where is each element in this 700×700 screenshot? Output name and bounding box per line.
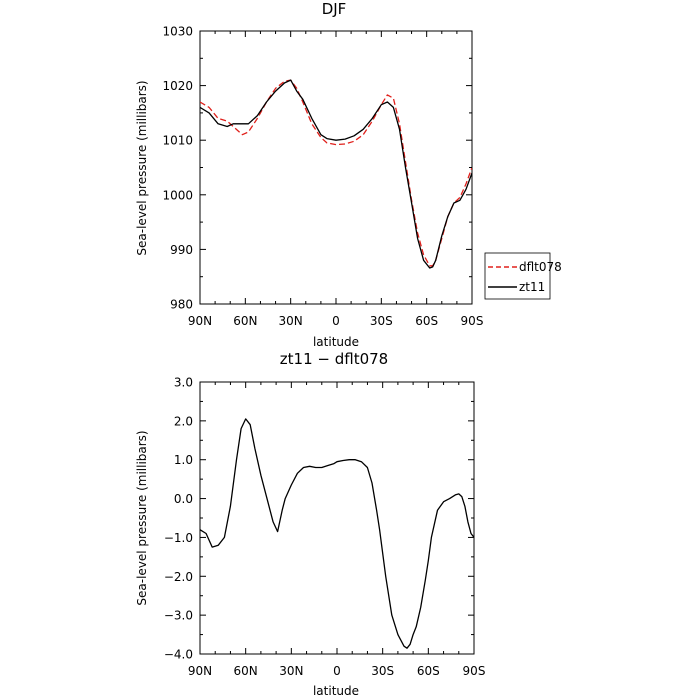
legend: dflt078 zt11 — [484, 252, 562, 300]
x-tick-label: 30S — [370, 314, 393, 328]
x-axis-label-top: latitude — [313, 335, 359, 349]
x-tick-label: 30S — [371, 664, 394, 678]
y-tick-label: −2.0 — [164, 570, 193, 584]
x-tick-label: 30N — [279, 664, 303, 678]
y-tick-label: 1.0 — [174, 453, 193, 467]
x-tick-label: 90N — [188, 664, 212, 678]
chart-title-difference: zt11 − dflt078 — [280, 350, 388, 368]
y-tick-label: 0.0 — [174, 492, 193, 506]
axes-top: 90N 60N 30N 0 30S 60S 90S 980 990 1000 1010 1020 103… — [162, 25, 483, 329]
y-tick-label: 1010 — [162, 134, 193, 148]
series-line-dflt078 — [200, 79, 472, 267]
plot-frame-top — [199, 30, 473, 305]
panel-djf: DJF 90N 60N 30N 0 30S 60S 90S 980 990 1000 1010 102… — [135, 0, 562, 349]
y-tick-label: −3.0 — [164, 609, 193, 623]
axes-bottom: 90N 60N 30N 0 30S 60S 90S −4.0 −3.0 −2.0 −1.0 0.0 1.… — [164, 376, 486, 679]
y-axis-label-bottom: Sea-level pressure (millibars) — [135, 430, 149, 605]
y-tick-label: −1.0 — [164, 531, 193, 545]
y-tick-label: 2.0 — [174, 414, 193, 428]
y-tick-label: 980 — [170, 298, 193, 312]
series-group-bottom — [200, 418, 474, 649]
plot-frame-bottom — [199, 381, 475, 655]
y-tick-label: 990 — [170, 243, 193, 257]
series-line-zt11 — [200, 79, 472, 269]
series-group-top — [200, 79, 472, 269]
y-tick-label: 1020 — [162, 79, 193, 93]
y-tick-label: −4.0 — [164, 648, 193, 662]
legend-label-dflt078: dflt078 — [519, 260, 562, 274]
legend-box — [484, 252, 551, 300]
x-tick-label: 60S — [415, 314, 438, 328]
y-tick-label: 3.0 — [174, 376, 193, 390]
series-line-panel1-series0 — [200, 418, 474, 649]
y-tick-label: 1000 — [162, 188, 193, 202]
chart-title-djf: DJF — [322, 0, 347, 18]
y-axis-label-top: Sea-level pressure (millibars) — [135, 80, 149, 255]
x-tick-label: 30N — [279, 314, 303, 328]
x-tick-label: 90N — [188, 314, 212, 328]
x-tick-label: 90S — [463, 664, 486, 678]
x-tick-label: 90S — [461, 314, 484, 328]
x-tick-label: 60N — [234, 664, 258, 678]
x-tick-label: 0 — [332, 314, 340, 328]
x-axis-label-bottom: latitude — [313, 684, 359, 698]
x-tick-label: 60N — [233, 314, 257, 328]
y-tick-label: 1030 — [162, 25, 193, 39]
legend-label-zt11: zt11 — [519, 280, 545, 294]
x-tick-label: 60S — [417, 664, 440, 678]
x-tick-label: 0 — [333, 664, 341, 678]
panel-difference: zt11 − dflt078 90N 60N 30N 0 30S 60S 90S −4.0 −3… — [135, 350, 485, 698]
